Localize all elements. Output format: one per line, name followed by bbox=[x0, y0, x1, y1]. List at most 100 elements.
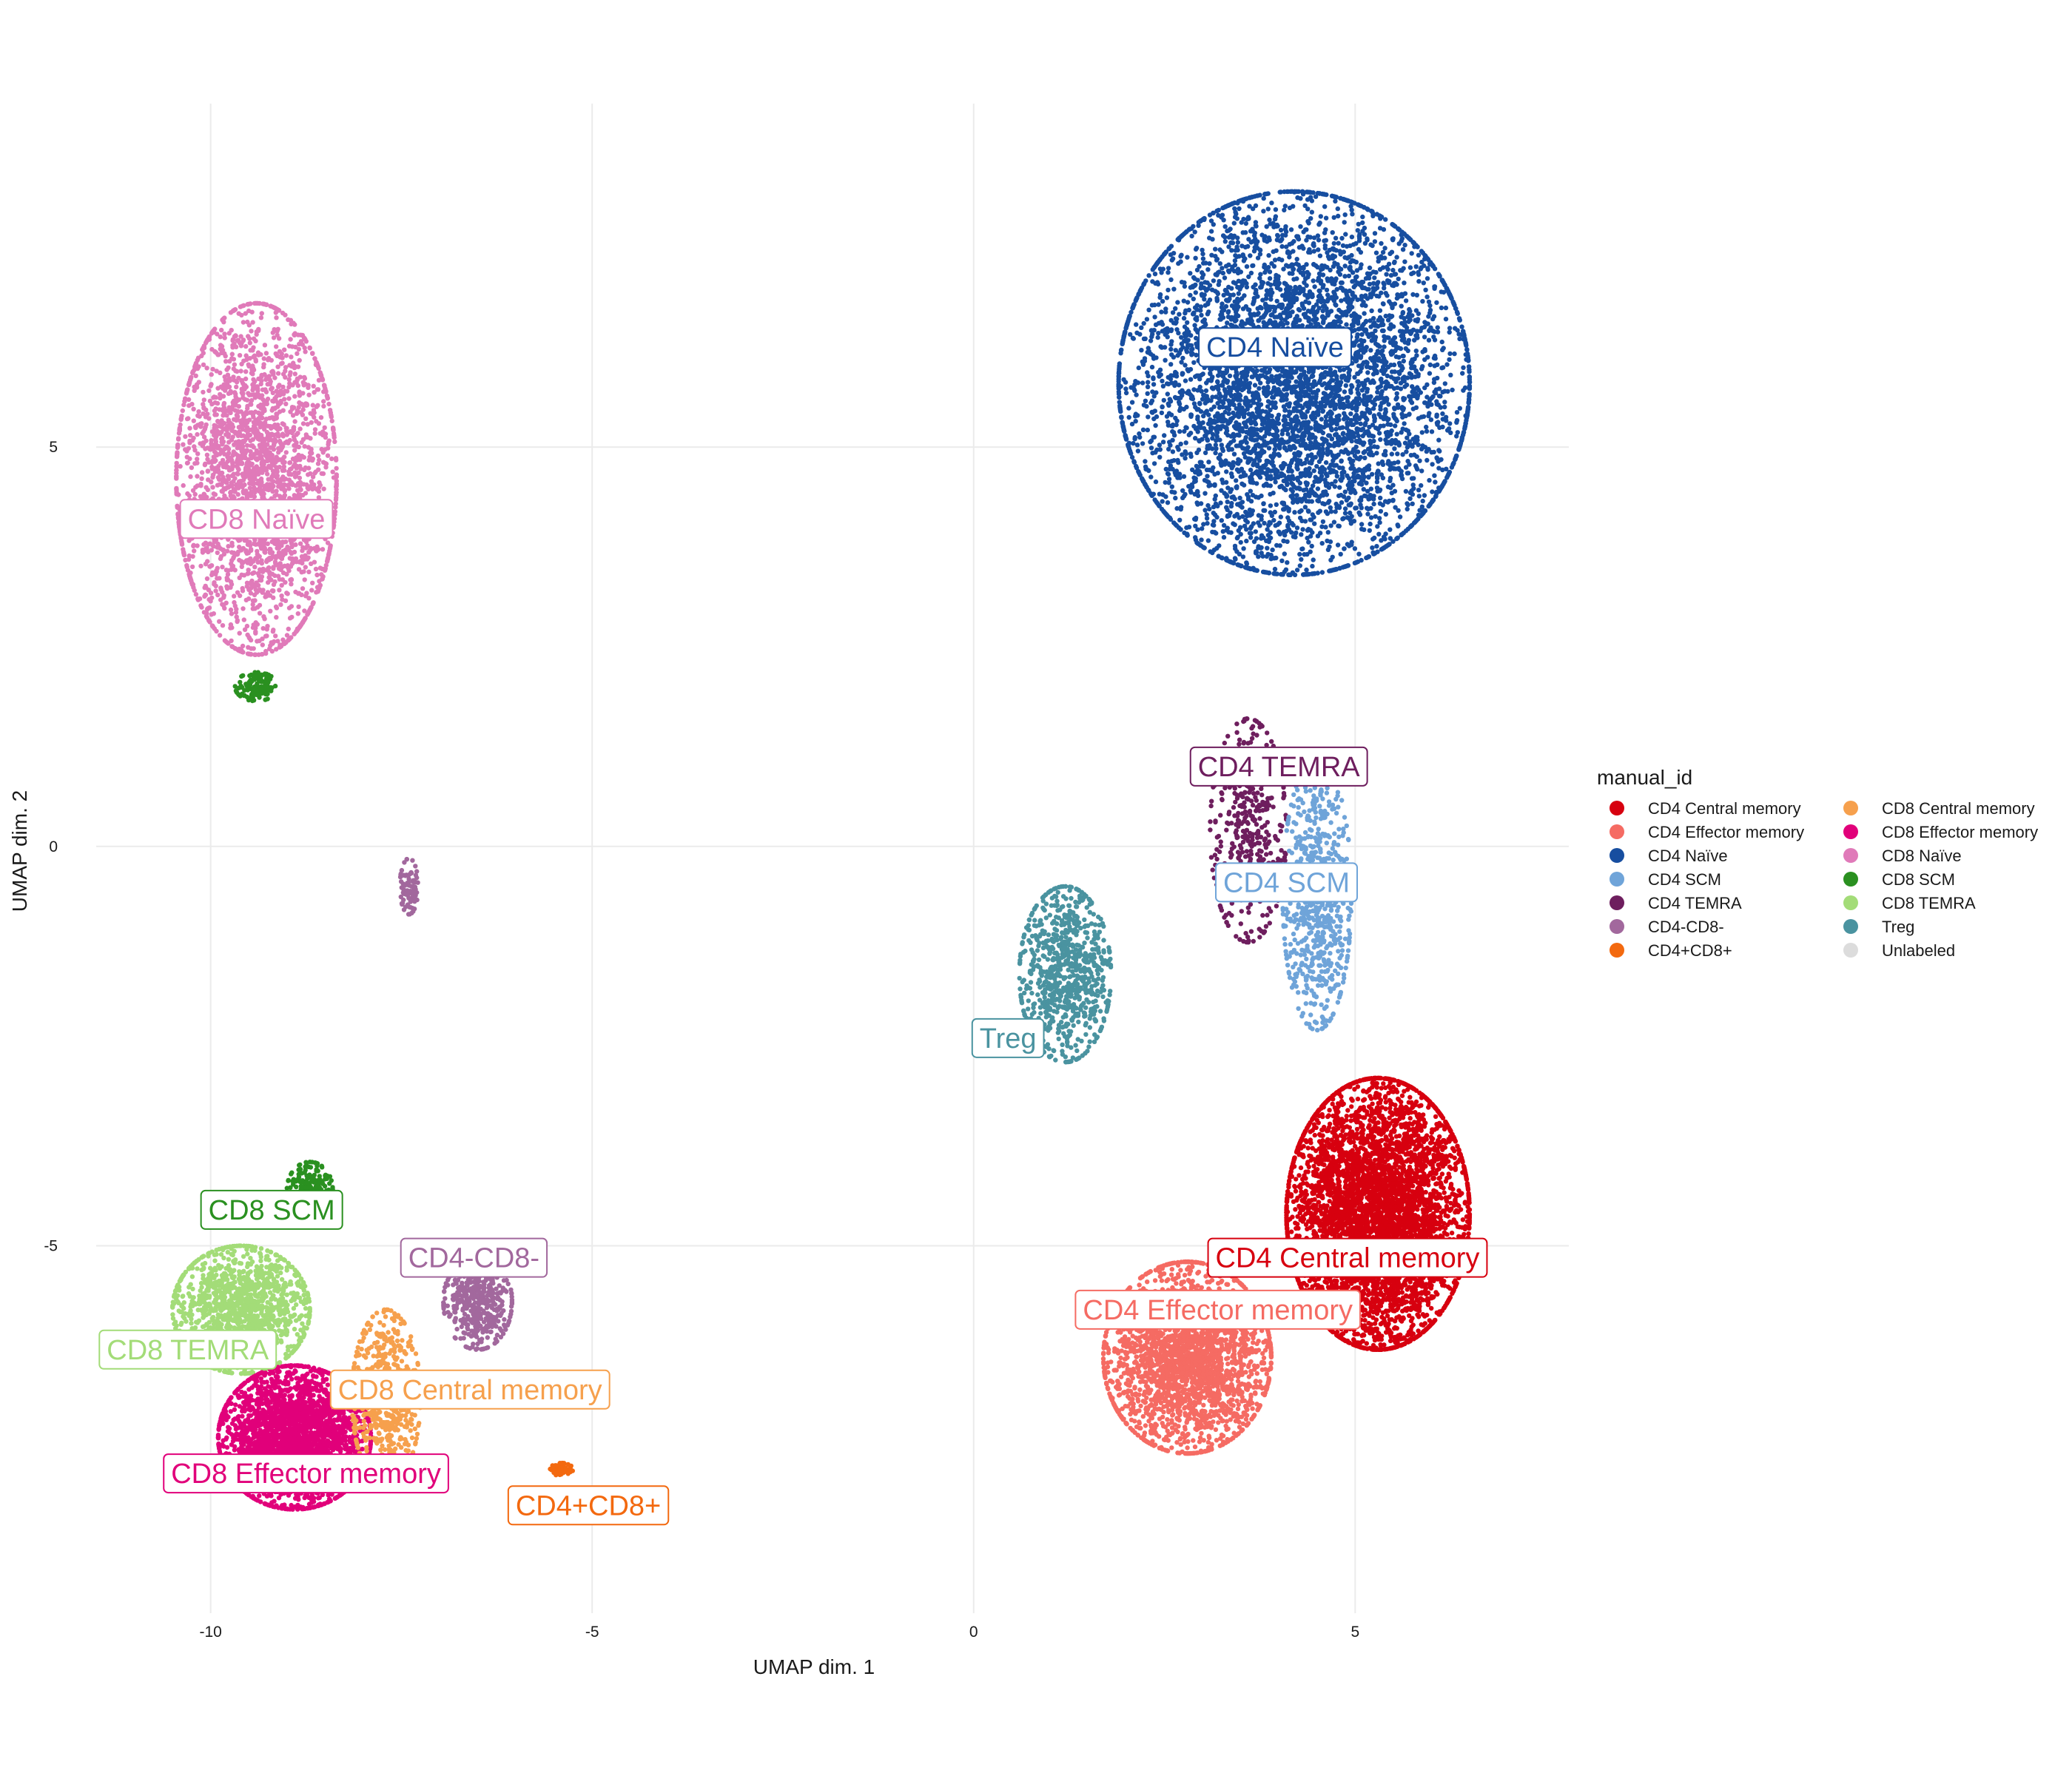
data-point bbox=[183, 447, 188, 452]
data-point bbox=[286, 343, 292, 349]
data-point bbox=[253, 338, 258, 343]
data-point bbox=[329, 418, 334, 424]
data-point bbox=[1368, 486, 1374, 491]
data-point bbox=[232, 429, 237, 434]
data-point bbox=[204, 576, 210, 582]
data-point bbox=[237, 575, 242, 580]
data-point bbox=[228, 579, 234, 585]
data-point bbox=[330, 469, 335, 474]
data-point bbox=[182, 399, 187, 404]
data-point bbox=[209, 371, 214, 377]
data-point bbox=[221, 462, 226, 467]
data-point bbox=[1404, 449, 1409, 454]
data-point bbox=[300, 412, 306, 417]
data-point bbox=[255, 431, 260, 437]
data-point bbox=[250, 602, 255, 608]
data-point bbox=[200, 548, 206, 553]
data-point bbox=[244, 434, 250, 439]
data-point bbox=[1163, 306, 1168, 312]
data-point bbox=[283, 374, 288, 380]
data-point bbox=[220, 435, 225, 441]
data-point bbox=[1194, 267, 1200, 273]
data-point bbox=[303, 416, 309, 421]
data-point bbox=[248, 557, 253, 562]
data-point bbox=[309, 588, 314, 593]
data-point bbox=[282, 460, 287, 465]
data-point bbox=[1163, 466, 1169, 472]
data-point bbox=[240, 684, 245, 690]
data-point bbox=[222, 315, 227, 320]
data-point bbox=[1401, 358, 1407, 364]
data-point bbox=[257, 677, 262, 682]
data-point bbox=[304, 591, 309, 596]
data-point bbox=[1245, 519, 1251, 525]
data-point bbox=[1261, 508, 1266, 513]
data-point bbox=[1242, 523, 1248, 528]
data-point bbox=[231, 357, 237, 362]
data-point bbox=[248, 591, 254, 596]
data-point bbox=[267, 381, 273, 386]
data-point bbox=[408, 870, 414, 876]
data-point bbox=[246, 308, 252, 314]
data-point bbox=[286, 317, 291, 323]
data-point bbox=[270, 369, 275, 374]
data-point bbox=[406, 883, 411, 888]
data-point bbox=[233, 369, 238, 374]
data-point bbox=[334, 478, 339, 484]
data-point bbox=[1257, 386, 1262, 391]
data-point bbox=[181, 442, 186, 447]
data-point bbox=[257, 602, 263, 608]
data-point bbox=[184, 460, 190, 466]
data-point bbox=[1331, 215, 1336, 221]
data-point bbox=[252, 582, 257, 588]
data-point bbox=[1352, 453, 1358, 459]
data-point bbox=[315, 461, 321, 466]
data-point bbox=[214, 369, 219, 374]
data-point bbox=[320, 377, 326, 383]
data-point bbox=[300, 586, 306, 591]
data-point bbox=[195, 457, 200, 462]
data-point bbox=[1151, 382, 1157, 387]
data-point bbox=[252, 409, 258, 414]
data-point bbox=[296, 452, 301, 458]
data-point bbox=[273, 460, 278, 465]
data-point bbox=[1424, 424, 1429, 430]
data-point bbox=[1200, 247, 1205, 253]
data-point bbox=[288, 577, 293, 582]
data-point bbox=[272, 579, 278, 585]
data-point bbox=[286, 486, 292, 491]
data-point bbox=[1143, 459, 1148, 464]
data-point bbox=[270, 390, 275, 396]
data-point bbox=[251, 345, 256, 350]
data-point bbox=[204, 485, 209, 490]
data-point bbox=[300, 407, 306, 412]
data-point bbox=[250, 320, 255, 325]
data-point bbox=[251, 445, 256, 450]
data-point bbox=[315, 387, 321, 392]
data-point bbox=[1439, 305, 1444, 311]
data-point bbox=[316, 377, 322, 383]
data-point bbox=[289, 430, 295, 436]
data-point bbox=[272, 439, 277, 445]
data-point bbox=[240, 427, 246, 432]
data-point bbox=[325, 540, 331, 545]
data-point bbox=[211, 611, 216, 616]
data-point bbox=[306, 550, 312, 555]
data-point bbox=[269, 415, 275, 420]
data-point bbox=[258, 468, 263, 473]
data-point bbox=[1141, 320, 1146, 326]
data-point bbox=[195, 483, 200, 488]
data-point bbox=[1183, 378, 1188, 383]
data-point bbox=[241, 573, 247, 578]
data-point bbox=[232, 417, 237, 422]
data-point bbox=[179, 542, 185, 547]
data-point bbox=[239, 312, 244, 318]
data-point bbox=[312, 390, 317, 395]
data-point bbox=[238, 334, 243, 339]
data-point bbox=[208, 383, 213, 388]
cluster-points-cd4-na-ve bbox=[1116, 189, 1473, 577]
data-point bbox=[220, 602, 225, 607]
data-point bbox=[256, 403, 261, 409]
data-point bbox=[1162, 433, 1167, 438]
data-point bbox=[195, 543, 200, 548]
